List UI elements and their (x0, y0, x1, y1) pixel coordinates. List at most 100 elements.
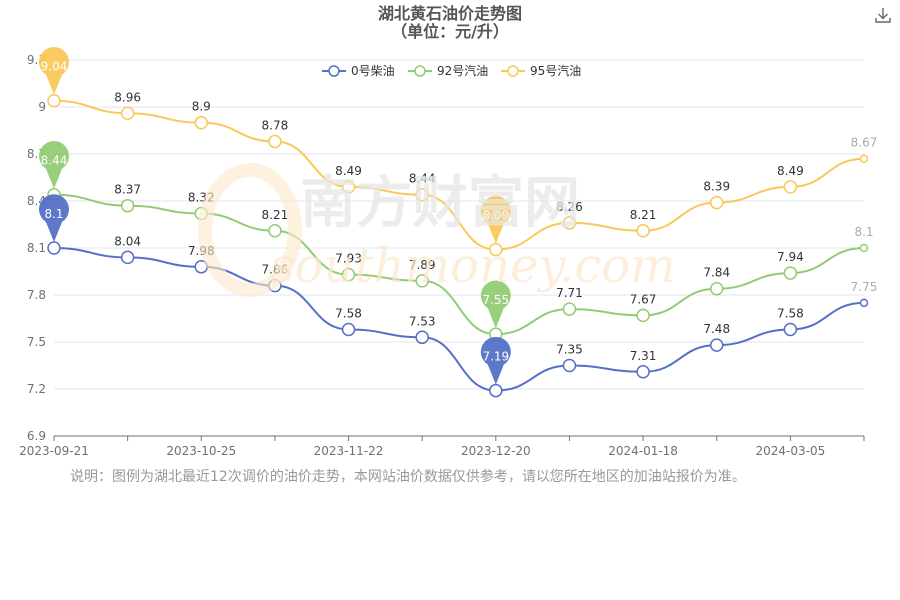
data-label: 7.35 (556, 343, 583, 357)
legend-item[interactable]: 95号汽油 (501, 63, 581, 78)
data-label: 7.58 (777, 306, 804, 320)
x-tick-label: 2023-12-20 (461, 444, 531, 458)
extreme-pin: 9.04 (39, 47, 70, 95)
chart-title: 湖北黄石油价走势图 (377, 4, 522, 23)
data-label: 7.89 (409, 258, 436, 272)
data-point (415, 330, 429, 345)
data-point (415, 187, 429, 202)
data-label: 8.1 (854, 225, 873, 239)
data-point (341, 180, 356, 194)
extreme-pin: 7.55 (480, 280, 511, 329)
data-point (120, 250, 135, 265)
legend[interactable]: 0号柴油 92号汽油 95号汽油 (322, 63, 581, 78)
series-line (53, 247, 865, 392)
data-label: 8.26 (556, 200, 583, 214)
data-point (489, 383, 503, 398)
data-point (341, 267, 356, 282)
data-point (47, 93, 61, 108)
pin-shape (480, 336, 511, 385)
legend-label: 0号柴油 (351, 64, 395, 78)
data-label: 8.78 (262, 118, 289, 132)
download-icon[interactable] (874, 6, 892, 24)
extreme-pin: 8.09 (480, 195, 511, 244)
data-point (120, 198, 135, 213)
data-point (120, 106, 135, 121)
extreme-pin: 7.19 (480, 336, 511, 385)
extreme-markers: 8.1 7.19 8.44 7.55 9.04 8.09 (39, 47, 511, 385)
legend-symbol (414, 65, 426, 77)
data-point (709, 195, 724, 210)
data-point (489, 242, 503, 257)
pin-label: 7.55 (482, 293, 509, 307)
pin-label: 9.04 (41, 60, 68, 74)
data-point (415, 274, 429, 288)
data-label: 7.93 (335, 252, 362, 266)
data-point (194, 206, 209, 221)
data-point (783, 266, 798, 280)
series-line (53, 99, 865, 251)
data-label: 7.48 (703, 322, 730, 336)
pin-shape (480, 195, 511, 244)
data-label: 8.49 (335, 164, 362, 178)
data-label: 8.32 (188, 191, 215, 205)
pin-label: 8.09 (482, 209, 509, 223)
y-tick-label: 6.9 (27, 429, 46, 443)
data-point (268, 278, 282, 293)
grid (54, 59, 864, 390)
data-point (341, 322, 356, 337)
chart-subtitle: （单位：元/升） (391, 22, 509, 41)
legend-item[interactable]: 92号汽油 (408, 63, 488, 78)
data-point (636, 308, 650, 323)
data-point (562, 302, 577, 316)
data-label: 8.49 (777, 164, 804, 178)
data-label: 7.53 (409, 314, 436, 328)
data-label: 7.98 (188, 244, 215, 258)
data-label: 7.31 (630, 349, 657, 363)
data-label: 8.04 (114, 234, 141, 248)
pin-shape (39, 194, 70, 242)
x-tick-label: 2023-10-25 (166, 444, 236, 458)
data-label: 8.21 (262, 208, 289, 222)
legend-item[interactable]: 0号柴油 (322, 64, 395, 78)
data-point (268, 224, 282, 238)
data-label: 8.44 (409, 172, 436, 186)
data-point (859, 298, 869, 308)
data-label: 8.37 (114, 183, 141, 197)
y-tick-label: 7.8 (27, 288, 46, 302)
data-point (709, 338, 724, 352)
data-point (859, 154, 869, 163)
legend-label: 95号汽油 (530, 63, 581, 78)
y-tick-label: 7.5 (27, 335, 46, 349)
data-point (636, 365, 650, 379)
pin-label: 7.19 (482, 350, 509, 364)
data-label: 7.84 (703, 266, 730, 280)
data-point (709, 281, 724, 296)
data-label: 7.86 (262, 263, 289, 277)
legend-label: 92号汽油 (437, 63, 488, 78)
series: 8.04 7.98 7.86 7.58 7.53 7.35 7.31 7.48 7.58 7.75… (47, 90, 878, 398)
legend-symbol (328, 65, 340, 77)
pin-label: 8.44 (41, 154, 68, 168)
extreme-pin: 8.44 (39, 141, 70, 189)
data-point (562, 358, 577, 373)
y-tick-label: 9 (38, 100, 46, 114)
data-label: 7.71 (556, 286, 583, 300)
pin-label: 8.1 (44, 207, 63, 221)
data-point (783, 180, 798, 194)
y-tick-label: 8.1 (27, 241, 46, 255)
data-point (562, 216, 577, 230)
legend-symbol (507, 65, 519, 77)
x-tick-label: 2023-09-21 (19, 444, 89, 458)
pin-shape (39, 141, 70, 189)
data-label: 7.67 (630, 292, 657, 306)
data-point (268, 134, 282, 149)
y-tick-label: 7.2 (27, 382, 46, 396)
data-label: 8.9 (192, 100, 211, 114)
data-point (783, 322, 798, 337)
pin-shape (39, 47, 70, 95)
data-label: 7.75 (851, 280, 878, 294)
data-point (47, 241, 61, 255)
chart-note: 说明：图例为湖北最近12次调价的油价走势，本网站油价数据仅供参考，请以您所在地区… (70, 469, 746, 485)
data-label: 8.67 (851, 136, 878, 150)
